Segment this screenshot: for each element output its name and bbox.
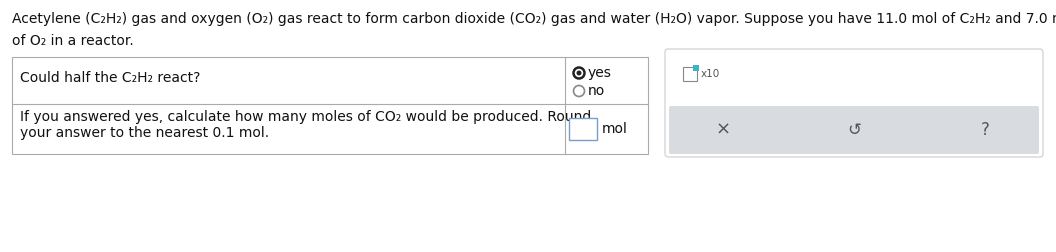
FancyBboxPatch shape: [670, 106, 1039, 154]
Text: your answer to the nearest 0.1 mol.: your answer to the nearest 0.1 mol.: [20, 126, 269, 140]
Circle shape: [573, 85, 585, 97]
Text: mol: mol: [602, 122, 628, 136]
Circle shape: [573, 68, 585, 79]
Bar: [12, 57, 648, 154]
Text: yes: yes: [588, 66, 611, 80]
Text: ?: ?: [981, 121, 989, 139]
Text: no: no: [588, 84, 605, 98]
Text: ↺: ↺: [847, 121, 861, 139]
Text: ×: ×: [715, 121, 731, 139]
Text: Could half the C₂H₂ react?: Could half the C₂H₂ react?: [20, 72, 201, 85]
Bar: [569, 118, 597, 140]
Text: x10: x10: [701, 69, 720, 79]
Text: of O₂ in a reactor.: of O₂ in a reactor.: [12, 34, 134, 48]
Circle shape: [577, 71, 582, 76]
Bar: [693, 65, 699, 71]
Text: If you answered yes, calculate how many moles of CO₂ would be produced. Round: If you answered yes, calculate how many …: [20, 110, 591, 124]
Text: Acetylene (C₂H₂) gas and oxygen (O₂) gas react to form carbon dioxide (CO₂) gas : Acetylene (C₂H₂) gas and oxygen (O₂) gas…: [12, 12, 1056, 26]
Bar: [683, 67, 697, 81]
FancyBboxPatch shape: [665, 49, 1043, 157]
